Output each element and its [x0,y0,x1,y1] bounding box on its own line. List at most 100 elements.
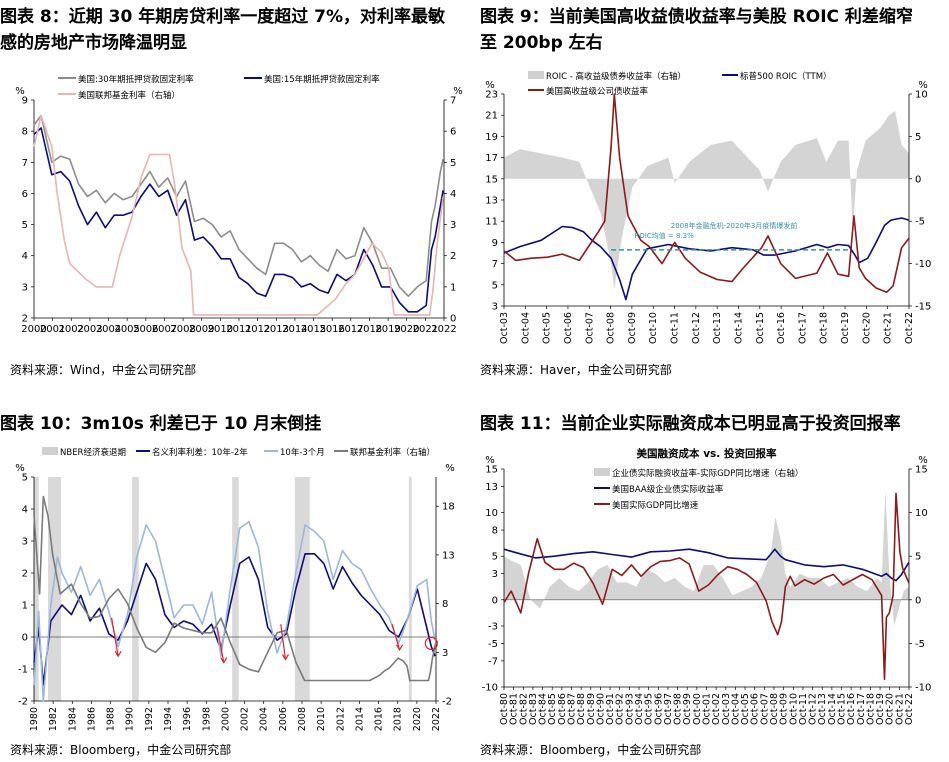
y-tick-right: 10 [915,508,928,519]
x-tick-label: Oct-13 [817,693,828,725]
x-tick-label: 1992 [144,707,155,731]
series-line-2 [33,114,444,316]
series-line-1 [503,548,910,582]
x-tick-label: Oct-16 [776,312,787,344]
y-tick-left: 7 [22,158,28,169]
series-area-0 [504,111,909,289]
chart-title: 美国融资成本 vs. 投资回报率 [637,447,777,460]
y-tick-left: 23 [485,90,498,101]
inversion-arrowhead [396,644,404,651]
x-tick-label: 2007 [152,324,177,335]
x-tick-label: Oct-81 [509,693,520,725]
legend-entry: 美国:30年期抵押贷款固定利率 [78,74,194,85]
source-note: 资料来源：Bloomberg，中金公司研究部 [480,743,702,757]
y-tick-left: 8 [22,127,28,138]
series-line-2 [503,492,910,680]
panel-fig8: 图表 8：近期 30 年期房贷利率一度超过 7%，对利率最敏 感的房地产市场降温… [0,0,474,381]
y-tick-right: 0 [915,595,921,606]
y-tick-right: 4 [450,189,456,200]
x-tick-label: 1986 [86,707,97,731]
recession-band [48,477,62,701]
x-tick-label: Oct-07 [584,312,595,344]
x-tick-label: Oct-97 [663,693,674,725]
inversion-arrowhead [220,657,228,664]
panel-title-line1: 图表 10：3m10s 利差已于 10 月末倒挂 [0,414,322,434]
y-tick-right: 18 [442,502,455,513]
chart-fig11: % %-10-7-5-30358101315-10-5051015Oct-80Oc… [482,447,932,725]
right-unit-label: % [453,86,463,97]
x-tick-label: Oct-95 [644,693,655,725]
x-tick-label: 2010 [316,707,327,731]
x-tick-label: 2014 [354,707,365,731]
x-tick-label: Oct-17 [797,312,808,344]
panel-title-line2: 至 200bp 左右 [480,33,603,53]
x-tick-label: 2008 [170,324,195,335]
x-tick-label: 2013 [264,324,289,335]
x-tick-label: Oct-14 [827,693,838,725]
y-tick-right: -5 [915,217,925,228]
x-tick-label: Oct-82 [518,693,529,725]
legend-entry: 名义利率利差：10年-2年 [152,447,248,458]
x-tick-label: Oct-17 [856,693,867,725]
x-tick-label: Oct-06 [563,312,574,344]
y-tick-left: 0 [492,595,498,606]
y-tick-right: -15 [915,302,931,313]
y-tick-right: 13 [442,550,455,561]
x-tick-label: 2008 [297,707,308,731]
y-tick-right: 0 [450,314,456,325]
panel-title: 图表 9：当前美国高收益债收益率与美股 ROIC 利差缩窄 至 200bp 左右 [480,4,948,56]
y-tick-left: 4 [22,251,28,262]
left-unit-label: % [15,463,25,474]
x-tick-label: Oct-92 [615,693,626,725]
x-tick-label: 2021 [413,324,438,335]
x-tick-label: Oct-01 [702,693,713,725]
panel-title: 图表 11：当前企业实际融资成本已明显高于投资回报率 [480,411,948,437]
series-line-2 [503,93,910,293]
inversion-arrow [111,617,119,657]
y-tick-right: 8 [442,599,448,610]
y-tick-left: 3 [22,282,28,293]
x-tick-label: 2003 [77,324,102,335]
y-tick-left: 9 [492,238,498,249]
x-tick-label: Oct-93 [624,693,635,725]
x-tick-label: 2000 [220,707,231,731]
y-tick-left: 15 [485,465,498,476]
y-tick-left: 8 [492,526,498,537]
recession-band [34,477,39,701]
y-tick-left: 19 [485,132,498,143]
x-tick-label: Oct-07 [759,693,770,725]
x-tick-label: Oct-02 [711,693,722,725]
y-tick-left: 15 [485,174,498,185]
source-note: 资料来源：Wind，中金公司研究部 [10,363,197,377]
x-tick-label: Oct-03 [499,312,510,344]
y-tick-right: 3 [450,220,456,231]
x-tick-label: Oct-05 [740,693,751,725]
panel-fig10: 图表 10：3m10s 利差已于 10 月末倒挂 %% -2 -1 0 1 2 3 4 5 -2 3… [0,381,474,762]
right-unit-label: % [445,463,455,474]
x-tick-label: Oct-16 [846,693,857,725]
x-tick-label: Oct-87 [567,693,578,725]
y-tick-left: 5 [492,552,498,563]
y-tick-left: -1 [18,665,28,676]
x-tick-label: Oct-06 [750,693,761,725]
x-tick-label: Oct-00 [692,693,703,725]
chart-fig9: % % 3 5 7 9 11 13 15 17 19 21 23 -15 -10 -5 0 5 10 Oct-03 Oc… [485,71,931,344]
y-tick-left: 3 [492,569,498,580]
y-tick-left: -5 [488,639,498,650]
x-tick-label: Oct-15 [837,693,848,725]
y-tick-left: 21 [485,111,498,122]
x-tick-label: 2006 [133,324,158,335]
y-tick-left: 3 [492,302,498,313]
x-tick-label: 2014 [282,324,307,335]
y-tick-left: 13 [485,482,498,493]
panel-title-line1: 图表 8：近期 30 年期房贷利率一度超过 7%，对利率最敏 [0,7,446,27]
y-tick-left: 3 [22,537,28,548]
x-tick-label: 2002 [240,707,251,731]
x-tick-label: Oct-19 [840,312,851,344]
y-tick-left: 2 [22,314,28,325]
x-tick-label: 2002 [59,324,84,335]
y-tick-left: 11 [485,217,498,228]
x-tick-label: 1988 [106,707,117,731]
x-tick-label: Oct-14 [733,312,744,344]
y-tick-right: 1 [450,282,456,293]
